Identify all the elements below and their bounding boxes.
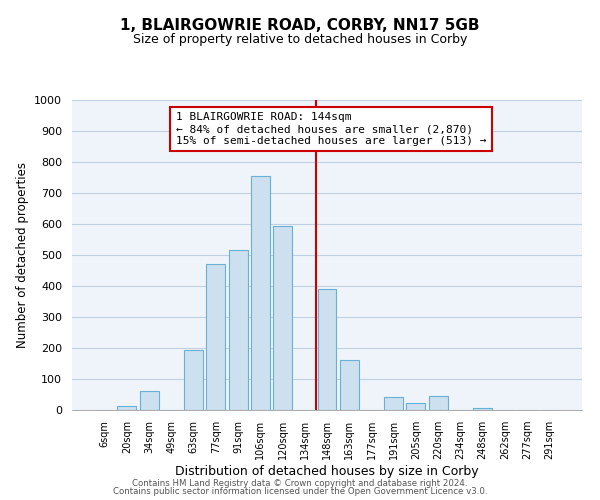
Y-axis label: Number of detached properties: Number of detached properties <box>16 162 29 348</box>
Bar <box>251 176 270 410</box>
Bar <box>317 289 337 410</box>
X-axis label: Distribution of detached houses by size in Corby: Distribution of detached houses by size … <box>175 465 479 478</box>
Bar <box>118 406 136 410</box>
Text: Contains HM Land Registry data © Crown copyright and database right 2024.: Contains HM Land Registry data © Crown c… <box>132 478 468 488</box>
Bar <box>429 396 448 410</box>
Bar <box>206 264 225 410</box>
Bar <box>229 250 248 410</box>
Bar <box>406 403 425 410</box>
Bar <box>384 397 403 410</box>
Bar <box>273 226 292 410</box>
Text: 1 BLAIRGOWRIE ROAD: 144sqm
← 84% of detached houses are smaller (2,870)
15% of s: 1 BLAIRGOWRIE ROAD: 144sqm ← 84% of deta… <box>176 112 486 146</box>
Bar <box>140 391 158 410</box>
Text: 1, BLAIRGOWRIE ROAD, CORBY, NN17 5GB: 1, BLAIRGOWRIE ROAD, CORBY, NN17 5GB <box>120 18 480 32</box>
Bar <box>184 350 203 410</box>
Text: Size of property relative to detached houses in Corby: Size of property relative to detached ho… <box>133 32 467 46</box>
Bar <box>340 360 359 410</box>
Bar <box>473 408 492 410</box>
Text: Contains public sector information licensed under the Open Government Licence v3: Contains public sector information licen… <box>113 487 487 496</box>
